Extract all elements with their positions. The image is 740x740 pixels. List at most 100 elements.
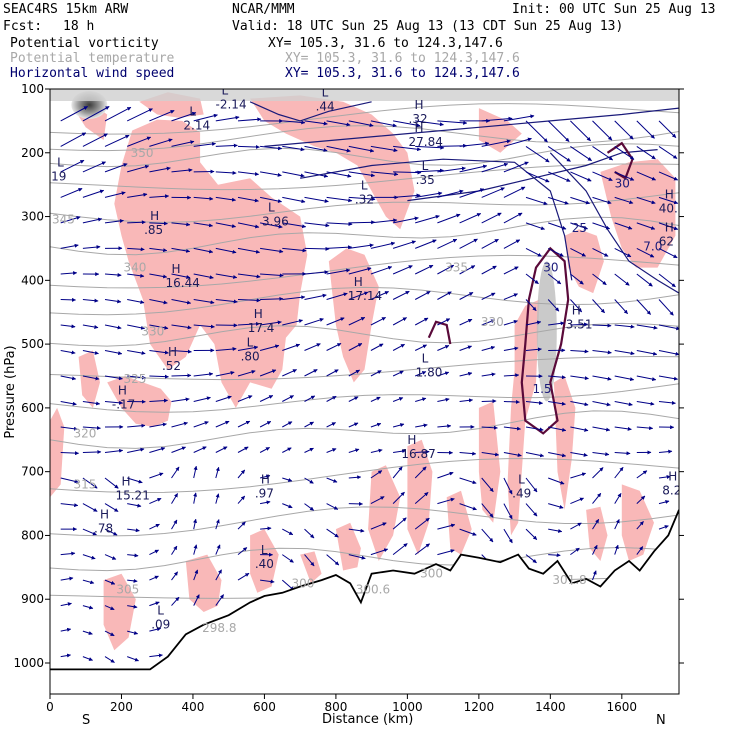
theta-isentrope bbox=[50, 192, 679, 223]
y-tick-label: 200 bbox=[21, 146, 44, 160]
wind-vector bbox=[459, 164, 488, 173]
wind-vector bbox=[82, 106, 110, 122]
theta-isentrope bbox=[50, 383, 679, 413]
wind-vector bbox=[149, 575, 159, 581]
wind-vector bbox=[127, 164, 150, 173]
extremum-type: H bbox=[572, 304, 581, 318]
extremum-type: L bbox=[57, 156, 64, 170]
theta-label: 340 bbox=[123, 261, 146, 275]
wind-vector bbox=[149, 138, 173, 147]
wind-vector bbox=[193, 465, 198, 479]
wind-vector bbox=[570, 299, 583, 313]
wind-vector bbox=[481, 477, 494, 493]
wind-vector bbox=[503, 186, 526, 198]
wind-vector bbox=[326, 448, 337, 453]
wind-vector bbox=[259, 446, 270, 453]
extremum-type: H bbox=[407, 433, 416, 447]
wind-vector bbox=[326, 222, 353, 227]
wind-vector bbox=[503, 114, 535, 122]
pv-shading bbox=[300, 551, 322, 584]
wind-vector bbox=[127, 350, 146, 355]
wind-vector bbox=[370, 470, 383, 479]
wind-vector bbox=[104, 191, 126, 198]
extremum-type: L bbox=[422, 351, 429, 365]
wind-vector bbox=[127, 299, 145, 304]
wind-vector bbox=[260, 526, 272, 531]
wind-speed-label: 30 bbox=[543, 261, 558, 275]
wind-vector bbox=[658, 145, 678, 159]
wind-vector bbox=[437, 238, 458, 249]
wind-vector bbox=[304, 554, 315, 567]
wind-vector bbox=[614, 171, 635, 181]
model-title: SEAC4RS 15km ARW bbox=[3, 2, 129, 17]
wind-vector bbox=[171, 324, 192, 330]
wind-vector bbox=[127, 656, 139, 662]
wind-vector bbox=[393, 449, 407, 454]
wind-vector bbox=[171, 421, 188, 428]
wind-vector bbox=[126, 108, 153, 122]
wind-vector bbox=[570, 375, 589, 381]
wind-vector bbox=[570, 120, 591, 142]
extremum-value: -2.14 bbox=[216, 98, 247, 112]
wind-vector bbox=[348, 369, 360, 377]
wind-vector bbox=[82, 656, 93, 661]
wind-vector bbox=[481, 292, 496, 300]
wind-vector bbox=[570, 322, 589, 327]
wind-vector bbox=[104, 448, 124, 453]
wind-vector bbox=[636, 247, 655, 258]
extremum-type: L bbox=[422, 159, 429, 173]
y-tick-label: 400 bbox=[21, 273, 44, 287]
extremum-value: .44 bbox=[316, 99, 335, 113]
wind-vector bbox=[437, 264, 455, 275]
theta-isentrope bbox=[50, 125, 679, 152]
wind-vector bbox=[193, 492, 198, 504]
wind-vector bbox=[437, 318, 451, 326]
wind-vector bbox=[592, 196, 612, 205]
wind-vector bbox=[259, 474, 271, 479]
wind-vector bbox=[149, 497, 162, 505]
wind-vector bbox=[127, 553, 139, 558]
wind-vector bbox=[304, 270, 329, 275]
wind-vector bbox=[171, 349, 192, 354]
wind-vector bbox=[636, 324, 658, 330]
wind-vector bbox=[658, 247, 678, 259]
y-tick-label: 500 bbox=[21, 337, 44, 351]
wind-vector bbox=[193, 222, 213, 228]
wind-vector bbox=[547, 145, 571, 162]
extremum-type: L bbox=[322, 85, 329, 99]
x-tick-label: 600 bbox=[253, 700, 276, 714]
extremum-marker: H16.44 bbox=[166, 262, 200, 290]
pv-contour bbox=[520, 246, 570, 435]
wind-vector bbox=[636, 401, 655, 406]
wind-vector bbox=[82, 350, 99, 355]
wind-vector bbox=[193, 594, 200, 606]
wind-vector bbox=[592, 120, 613, 141]
wind-vector bbox=[259, 369, 277, 377]
theta-label: 305 bbox=[116, 583, 139, 597]
wind-vector bbox=[525, 320, 542, 326]
wind-vector bbox=[592, 401, 611, 407]
wind-vector bbox=[503, 477, 513, 495]
wind-vector bbox=[636, 299, 651, 315]
wind-vector bbox=[525, 400, 543, 405]
wind-vector bbox=[193, 372, 214, 377]
theta-isentrope bbox=[50, 355, 679, 381]
wind-vector bbox=[481, 212, 502, 224]
wind-vector bbox=[481, 116, 513, 122]
wind-vector bbox=[437, 120, 468, 125]
wind-vector bbox=[260, 296, 284, 301]
wind-vector bbox=[304, 447, 314, 453]
theta-isentrope bbox=[50, 546, 679, 572]
wind-vector bbox=[370, 241, 396, 249]
forecast-label: Fcst: bbox=[3, 19, 43, 34]
extremum-value: .40 bbox=[255, 557, 274, 571]
wind-vector bbox=[614, 273, 630, 286]
extremum-marker: L2.14 bbox=[183, 105, 210, 133]
wind-vector bbox=[459, 141, 490, 147]
x-tick-label: 1400 bbox=[535, 700, 566, 714]
wind-vector bbox=[481, 319, 495, 326]
extremum-type: H bbox=[121, 475, 130, 489]
extremum-marker: H3.51 bbox=[566, 304, 593, 332]
extremum-value: .97 bbox=[255, 487, 274, 501]
wind-vector bbox=[237, 495, 246, 504]
